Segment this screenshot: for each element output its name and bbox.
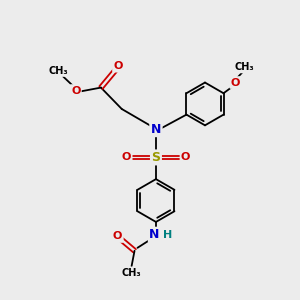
Text: CH₃: CH₃	[235, 62, 254, 72]
Text: O: O	[181, 152, 190, 162]
Text: CH₃: CH₃	[49, 66, 68, 76]
Text: O: O	[113, 61, 123, 71]
Text: CH₃: CH₃	[122, 268, 141, 278]
Text: O: O	[231, 77, 240, 88]
Text: S: S	[152, 151, 160, 164]
Text: O: O	[71, 85, 80, 96]
Text: O: O	[113, 232, 122, 242]
Text: N: N	[151, 123, 161, 136]
Text: H: H	[163, 230, 172, 240]
Text: N: N	[149, 228, 160, 241]
Text: O: O	[122, 152, 131, 162]
